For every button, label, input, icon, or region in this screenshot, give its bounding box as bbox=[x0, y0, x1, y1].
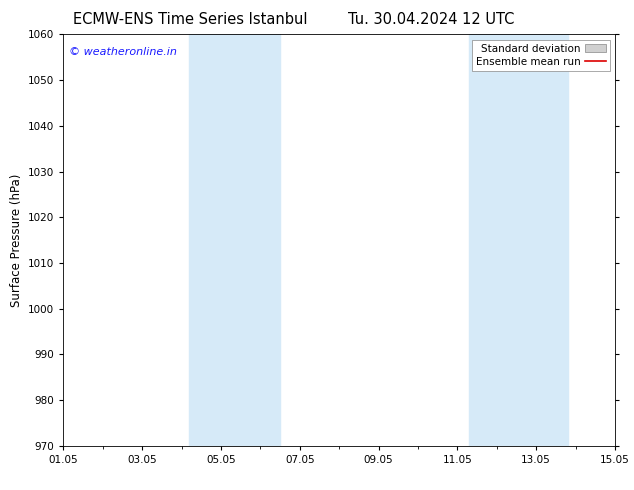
Text: Tu. 30.04.2024 12 UTC: Tu. 30.04.2024 12 UTC bbox=[348, 12, 514, 27]
Text: ECMW-ENS Time Series Istanbul: ECMW-ENS Time Series Istanbul bbox=[73, 12, 307, 27]
Bar bbox=[190, 34, 280, 446]
Legend: Standard deviation, Ensemble mean run: Standard deviation, Ensemble mean run bbox=[472, 40, 610, 71]
Bar bbox=[469, 34, 567, 446]
Y-axis label: Surface Pressure (hPa): Surface Pressure (hPa) bbox=[10, 173, 23, 307]
Text: © weatheronline.in: © weatheronline.in bbox=[69, 47, 177, 57]
